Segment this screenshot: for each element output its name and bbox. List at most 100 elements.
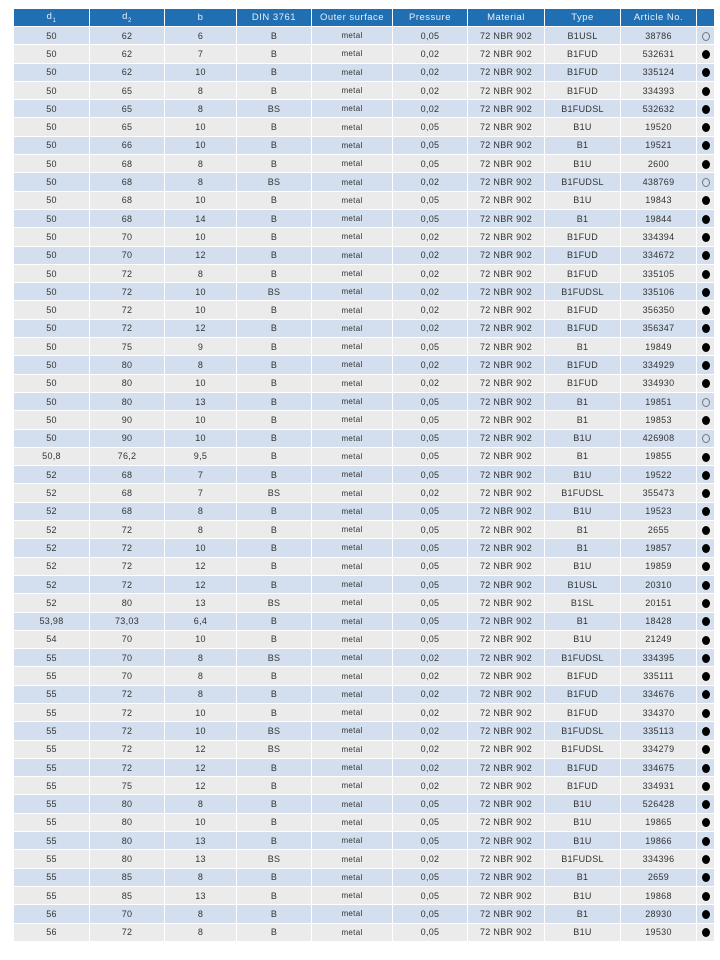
cell-b: 10 <box>164 190 237 210</box>
cell-d2: 70 <box>89 666 165 686</box>
cell-outer-surface: metal <box>311 208 393 229</box>
cell-b: 8 <box>164 80 237 101</box>
cell-d1: 50 <box>13 318 90 339</box>
cell-d2: 70 <box>89 245 165 265</box>
cell-type: B1 <box>544 337 621 357</box>
filled-circle-icon <box>701 104 710 114</box>
cell-pressure: 0,02 <box>392 684 468 704</box>
cell-pressure: 0,05 <box>392 154 468 174</box>
cell-type: B1U <box>544 465 621 485</box>
cell-pressure: 0,02 <box>392 739 468 759</box>
cell-type: B1FUD <box>544 80 621 101</box>
cell-d2: 80 <box>89 355 165 375</box>
cell-d1: 55 <box>13 757 90 778</box>
cell-type: B1U <box>544 885 621 906</box>
cell-outer-surface: metal <box>311 300 393 320</box>
cell-outer-surface: metal <box>311 25 393 46</box>
cell-type: B1 <box>544 538 621 558</box>
filled-circle-icon <box>701 598 710 608</box>
cell-article-no: 20310 <box>620 574 697 595</box>
cell-din: B <box>236 373 312 393</box>
cell-pressure: 0,05 <box>392 501 468 522</box>
cell-article-no: 532631 <box>620 44 697 64</box>
cell-b: 12 <box>164 556 237 576</box>
cell-material: 72 NBR 902 <box>467 227 545 247</box>
cell-material: 72 NBR 902 <box>467 154 545 174</box>
cell-type: B1U <box>544 922 621 942</box>
cell-d2: 70 <box>89 904 165 924</box>
cell-din: B <box>236 44 312 64</box>
cell-material: 72 NBR 902 <box>467 25 545 46</box>
cell-b: 10 <box>164 629 237 650</box>
cell-outer-surface: metal <box>311 812 393 833</box>
cell-b: 8 <box>164 263 237 284</box>
cell-material: 72 NBR 902 <box>467 812 545 833</box>
cell-material: 72 NBR 902 <box>467 611 545 631</box>
cell-din: B <box>236 757 312 778</box>
cell-d1: 50 <box>13 135 90 156</box>
cell-b: 6,4 <box>164 611 237 631</box>
cell-material: 72 NBR 902 <box>467 867 545 887</box>
cell-type: B1U <box>544 501 621 522</box>
cell-din: B <box>236 318 312 339</box>
filled-circle-icon <box>701 141 710 151</box>
cell-din: B <box>236 355 312 375</box>
cell-outer-surface: metal <box>311 794 393 814</box>
cell-b: 9,5 <box>164 446 237 467</box>
cell-type: B1FUD <box>544 62 621 82</box>
cell-outer-surface: metal <box>311 831 393 851</box>
cell-pressure: 0,02 <box>392 757 468 778</box>
cell-availability <box>696 355 715 375</box>
open-circle-icon <box>701 397 710 407</box>
cell-b: 10 <box>164 538 237 558</box>
cell-type: B1 <box>544 391 621 412</box>
cell-material: 72 NBR 902 <box>467 574 545 595</box>
cell-din: B <box>236 25 312 46</box>
cell-article-no: 19530 <box>620 922 697 942</box>
cell-pressure: 0,02 <box>392 483 468 503</box>
cell-material: 72 NBR 902 <box>467 739 545 759</box>
cell-type: B1 <box>544 520 621 540</box>
cell-din: B <box>236 776 312 796</box>
cell-availability <box>696 629 715 650</box>
cell-d2: 72 <box>89 556 165 576</box>
cell-material: 72 NBR 902 <box>467 80 545 101</box>
filled-circle-icon <box>701 306 710 316</box>
filled-circle-icon <box>701 855 710 865</box>
cell-type: B1FUD <box>544 355 621 375</box>
cell-d1: 50 <box>13 245 90 265</box>
cell-availability <box>696 794 715 814</box>
cell-type: B1FUD <box>544 684 621 704</box>
cell-d1: 50 <box>13 172 90 192</box>
cell-d2: 80 <box>89 373 165 393</box>
cell-d1: 55 <box>13 885 90 906</box>
cell-material: 72 NBR 902 <box>467 520 545 540</box>
cell-b: 13 <box>164 593 237 613</box>
cell-din: B <box>236 666 312 686</box>
cell-type: B1FUD <box>544 227 621 247</box>
cell-b: 10 <box>164 300 237 320</box>
cell-availability <box>696 117 715 137</box>
cell-availability <box>696 99 715 119</box>
cell-outer-surface: metal <box>311 117 393 137</box>
cell-b: 8 <box>164 501 237 522</box>
cell-pressure: 0,02 <box>392 172 468 192</box>
filled-circle-icon <box>701 708 710 718</box>
cell-pressure: 0,05 <box>392 465 468 485</box>
cell-article-no: 19520 <box>620 117 697 137</box>
cell-pressure: 0,02 <box>392 648 468 668</box>
cell-availability <box>696 190 715 210</box>
cell-d2: 62 <box>89 25 165 46</box>
cell-availability <box>696 702 715 723</box>
cell-article-no: 19521 <box>620 135 697 156</box>
cell-b: 12 <box>164 318 237 339</box>
open-circle-icon <box>701 31 710 41</box>
cell-pressure: 0,05 <box>392 556 468 576</box>
